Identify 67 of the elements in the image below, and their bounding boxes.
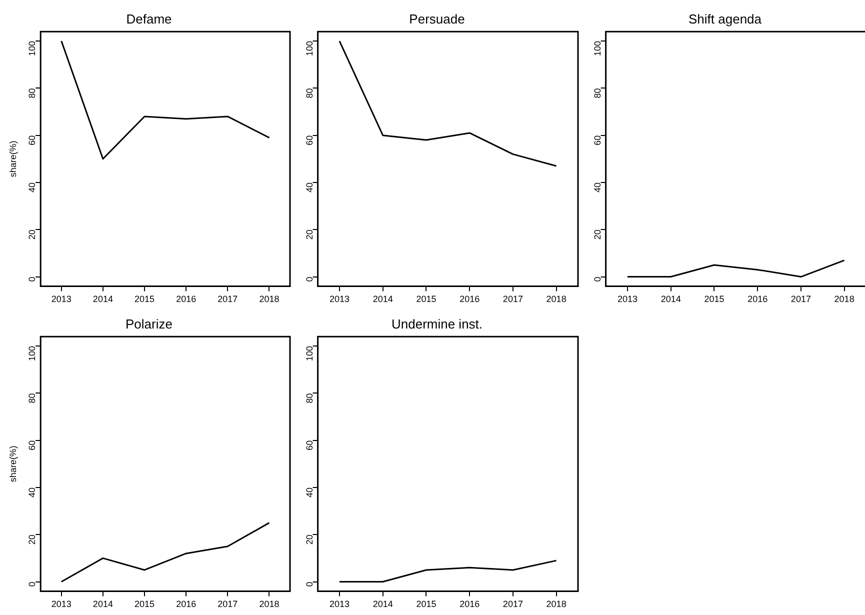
y-tick-label: 0 (592, 276, 602, 282)
y-tick-label: 80 (304, 393, 314, 404)
x-tick-label: 2015 (416, 599, 436, 610)
y-axis-title: share(%) (8, 140, 18, 178)
y-tick-label: 80 (304, 88, 314, 98)
y-tick-label: 60 (304, 135, 314, 146)
x-tick-label: 2017 (502, 294, 523, 304)
y-tick-label: 100 (304, 41, 314, 56)
x-tick-label: 2018 (546, 599, 566, 610)
y-tick-label: 60 (27, 135, 38, 146)
chart-title: Defame (126, 11, 172, 26)
y-tick-label: 20 (592, 230, 602, 240)
y-tick-label: 40 (592, 182, 602, 192)
y-tick-label: 100 (592, 41, 602, 56)
y-tick-label: 40 (27, 182, 38, 192)
chart-title: Polarize (126, 316, 172, 332)
y-axis-title: share(%) (8, 446, 18, 482)
x-tick-label: 2014 (372, 599, 393, 610)
x-tick-label: 2015 (416, 294, 436, 304)
x-tick-label: 2016 (176, 599, 196, 610)
y-tick-label: 80 (27, 393, 38, 404)
y-tick-label: 40 (304, 182, 314, 192)
x-tick-label: 2013 (51, 599, 72, 610)
y-tick-label: 0 (304, 276, 314, 282)
y-tick-label: 20 (27, 230, 38, 240)
x-tick-label: 2016 (176, 294, 196, 304)
x-tick-label: 2018 (259, 294, 280, 304)
x-tick-label: 2018 (259, 599, 280, 610)
x-tick-label: 2016 (460, 294, 480, 304)
x-tick-label: 2016 (460, 599, 480, 610)
x-tick-label: 2015 (134, 599, 155, 610)
y-tick-label: 20 (304, 534, 314, 545)
x-tick-label: 2013 (329, 599, 350, 610)
x-tick-label: 2013 (329, 294, 350, 304)
y-tick-label: 0 (304, 582, 314, 587)
x-tick-label: 2014 (660, 294, 681, 304)
y-tick-label: 60 (27, 440, 38, 450)
x-tick-label: 2017 (790, 294, 811, 304)
y-tick-label: 100 (27, 346, 38, 362)
y-tick-label: 0 (27, 276, 38, 282)
x-tick-label: 2015 (134, 294, 155, 304)
x-tick-label: 2014 (92, 599, 113, 610)
y-tick-label: 100 (27, 41, 38, 56)
chart-title: Undermine inst. (391, 316, 483, 332)
y-tick-label: 20 (27, 534, 38, 545)
y-tick-label: 40 (27, 487, 38, 498)
y-tick-label: 0 (27, 582, 38, 587)
x-tick-label: 2017 (218, 599, 238, 610)
x-tick-label: 2013 (51, 294, 72, 304)
x-tick-label: 2018 (546, 294, 566, 304)
x-tick-label: 2015 (704, 294, 724, 304)
y-tick-label: 40 (304, 487, 314, 498)
y-tick-label: 20 (304, 230, 314, 240)
y-tick-label: 80 (592, 88, 602, 98)
y-tick-label: 100 (304, 346, 314, 362)
y-tick-label: 80 (27, 88, 38, 98)
x-tick-label: 2014 (92, 294, 113, 304)
x-tick-label: 2018 (834, 294, 854, 304)
chart-title: Shift agenda (688, 11, 762, 26)
x-tick-label: 2017 (502, 599, 523, 610)
x-tick-label: 2017 (218, 294, 238, 304)
x-tick-label: 2016 (748, 294, 768, 304)
x-tick-label: 2014 (372, 294, 393, 304)
y-tick-label: 60 (592, 135, 602, 146)
chart-title: Persuade (409, 11, 465, 26)
y-tick-label: 60 (304, 440, 314, 450)
x-tick-label: 2013 (617, 294, 638, 304)
